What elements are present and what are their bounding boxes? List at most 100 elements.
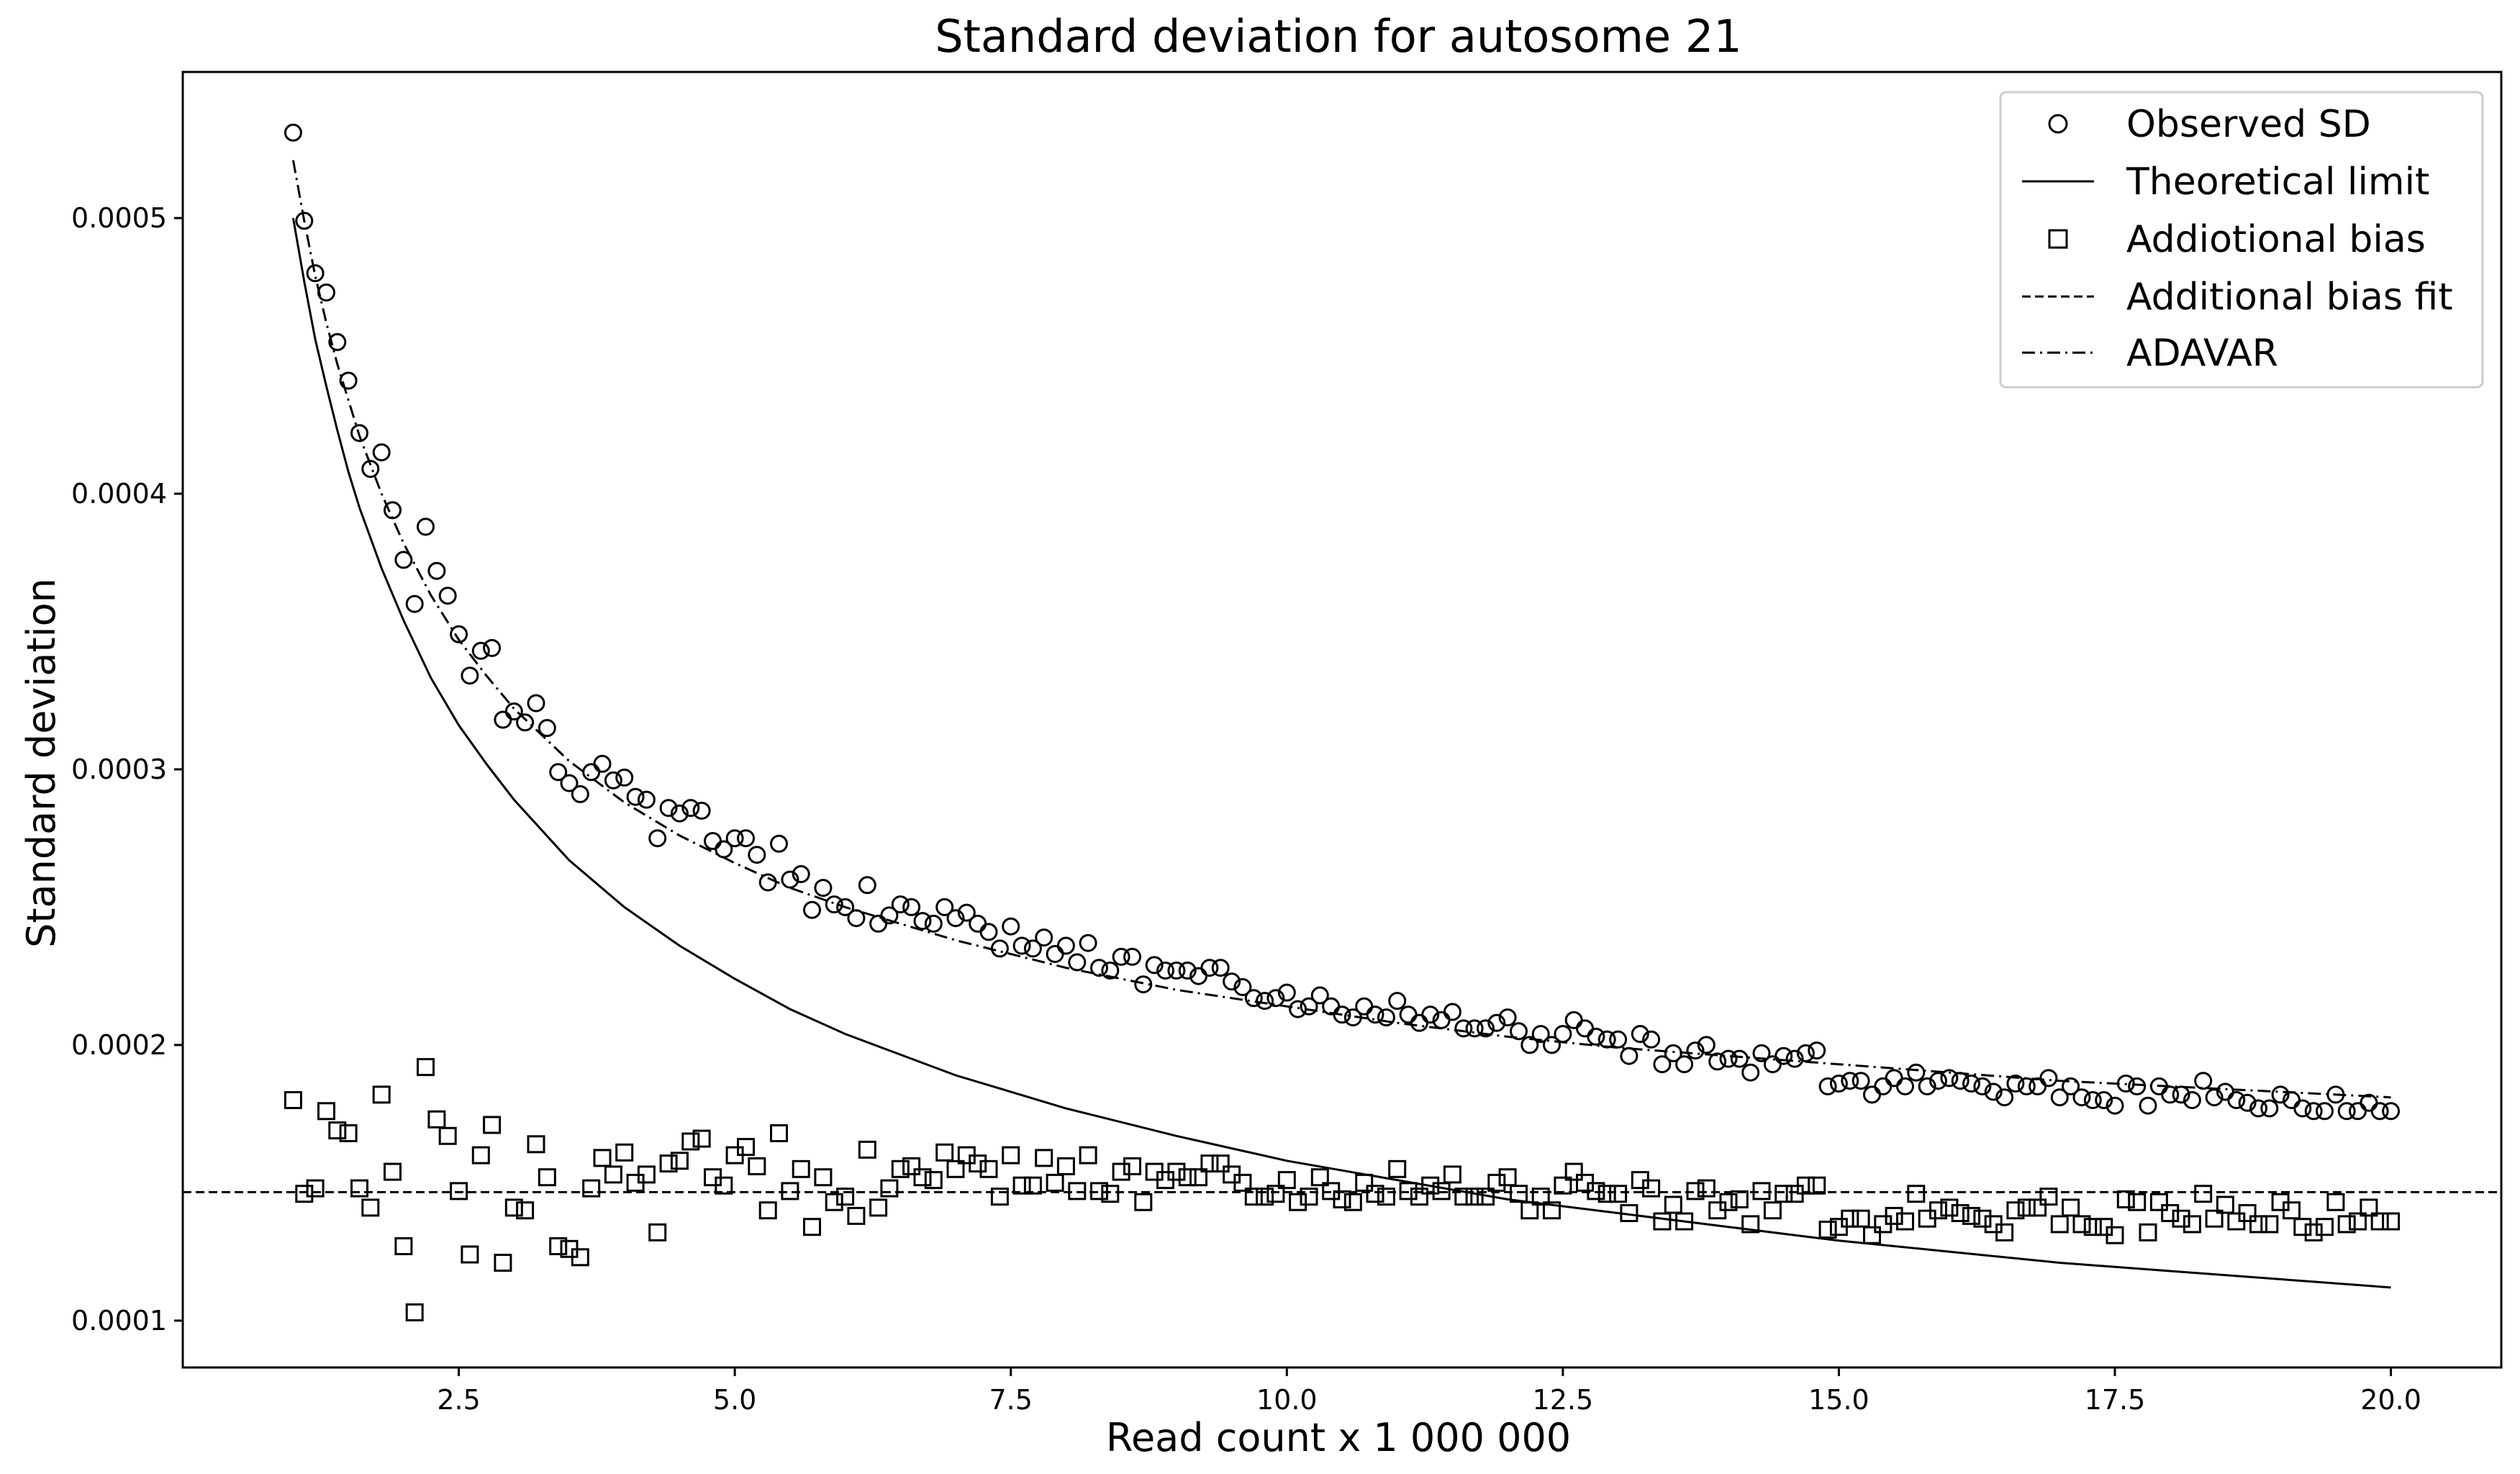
observed-sd-point [1233,978,1252,996]
observed-sd-point [1564,1010,1583,1029]
observed-sd-point [1167,962,1186,980]
observed-sd-point [1333,1005,1351,1024]
observed-sd-point [1885,1069,1903,1088]
y-tick-label: 0.0003 [71,754,167,785]
addiotional-bias-point [659,1154,678,1173]
observed-sd-point [1543,1036,1561,1054]
observed-sd-point [1256,992,1274,1010]
addiotional-bias-point [2029,1198,2047,1217]
addiotional-bias-point [1256,1188,1274,1206]
observed-sd-point [1587,1027,1605,1046]
addiotional-bias-point [2337,1215,2356,1234]
addiotional-bias-point [1885,1206,1903,1225]
addiotional-bias-point [979,1159,998,1178]
observed-sd-point [770,834,788,853]
addiotional-bias-point [1609,1185,1628,1203]
addiotional-bias-point [2017,1198,2036,1217]
observed-sd-point [1863,1085,1881,1104]
addiotional-bias-point [1763,1201,1782,1220]
addiotional-bias-point [2370,1212,2389,1231]
addiotional-bias-point [571,1248,589,1267]
addiotional-bias-point [825,1193,843,1211]
observed-sd-point [1896,1077,1914,1095]
observed-sd-point [483,638,502,657]
legend: Observed SD Theoretical limit Addiotiona… [1999,91,2484,389]
x-axis-label: Read count x 1 000 000 [1106,1415,1571,1460]
observed-sd-point [1829,1075,1848,1093]
legend-marker-additional-bias [2048,229,2068,249]
observed-sd-point [405,594,424,613]
observed-sd-point [2349,1102,2367,1121]
observed-sd-point [2029,1077,2047,1095]
addiotional-bias-point [969,1154,987,1173]
observed-sd-point [604,771,622,790]
addiotional-bias-point [2161,1204,2180,1222]
observed-sd-point [1454,1019,1473,1038]
observed-sd-point [858,876,876,895]
addiotional-bias-point [483,1116,502,1134]
observed-sd-point [1012,936,1031,955]
observed-sd-point [969,914,987,933]
observed-sd-point [1443,1003,1461,1021]
observed-sd-point [1244,989,1263,1008]
addiotional-bias-point [494,1254,512,1272]
addiotional-bias-point [582,1179,601,1198]
observed-sd-point [957,903,976,922]
observed-sd-point [350,424,368,443]
addiotional-bias-point [1510,1185,1528,1203]
observed-sd-point [1355,997,1374,1016]
addiotional-bias-point [924,1171,943,1190]
observed-sd-point [1852,1072,1870,1090]
observed-sd-point [1907,1063,1926,1082]
observed-sd-point [1377,1008,1395,1027]
addiotional-bias-point [758,1201,777,1220]
addiotional-bias-point [1454,1188,1473,1206]
observed-sd-point [1123,947,1141,966]
addiotional-bias-point [1841,1209,1859,1228]
addiotional-bias-point [935,1143,954,1162]
observed-sd-point [1951,1072,1970,1090]
addiotional-bias-point [549,1237,568,1255]
addiotional-bias-point [1079,1146,1097,1165]
observed-sd-point [836,897,855,916]
addiotional-bias-point [1653,1212,1672,1231]
observed-sd-point [1874,1077,1893,1095]
addiotional-bias-point [1564,1162,1583,1181]
addiotional-bias-point [1775,1185,1793,1203]
legend-box [1999,91,2484,389]
observed-sd-point [2106,1096,2124,1115]
addiotional-bias-point [648,1223,667,1242]
addiotional-bias-point [1554,1176,1572,1195]
observed-sd-point [1211,959,1230,977]
observed-sd-point [1178,962,1197,980]
addiotional-bias-point [1211,1154,1230,1173]
observed-sd-point [1675,1055,1694,1074]
addiotional-bias-point [1277,1171,1296,1190]
addiotional-bias-point [2260,1215,2279,1234]
observed-sd-point [2006,1075,2025,1093]
addiotional-bias-point [427,1110,446,1129]
addiotional-bias-point [1520,1201,1539,1220]
observed-sd-point [427,561,446,580]
addiotional-bias-point [792,1159,810,1178]
observed-sd-point [1609,1030,1628,1049]
addiotional-bias-point [2106,1226,2124,1244]
addiotional-bias-point [1388,1159,1407,1178]
addiotional-bias-point [1664,1195,1682,1214]
observed-sd-point [394,551,413,569]
observed-sd-point [1145,956,1164,975]
observed-sd-point [1719,1049,1738,1068]
addiotional-bias-point [1675,1212,1694,1231]
addiotional-bias-point [946,1159,965,1178]
addiotional-bias-point [2304,1223,2323,1242]
observed-sd-point [1962,1075,1980,1093]
addiotional-bias-point [1940,1198,1959,1217]
observed-sd-point [1818,1077,1837,1095]
addiotional-bias-point [913,1168,932,1187]
observed-sd-point [1056,936,1075,955]
observed-sd-point [295,212,314,230]
observed-sd-point [2316,1102,2334,1121]
addiotional-bias-point [891,1159,910,1178]
observed-sd-point [1785,1049,1804,1068]
